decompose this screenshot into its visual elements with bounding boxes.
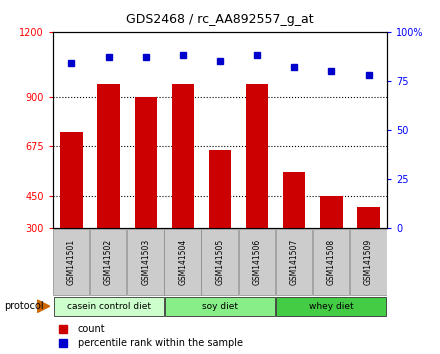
Text: percentile rank within the sample: percentile rank within the sample	[78, 338, 243, 348]
Text: soy diet: soy diet	[202, 302, 238, 311]
Text: GSM141505: GSM141505	[216, 239, 224, 285]
Text: GSM141502: GSM141502	[104, 239, 113, 285]
Bar	[283, 172, 305, 228]
Bar	[90, 229, 126, 295]
Bar	[313, 229, 349, 295]
Bar	[53, 229, 89, 295]
Bar	[357, 206, 380, 228]
Bar	[127, 229, 164, 295]
Text: protocol: protocol	[4, 301, 44, 311]
Bar	[350, 229, 386, 295]
Text: whey diet: whey diet	[309, 302, 354, 311]
Text: count: count	[78, 324, 106, 334]
Bar	[60, 132, 83, 228]
Bar	[135, 97, 157, 228]
Text: GSM141501: GSM141501	[67, 239, 76, 285]
Bar	[320, 195, 343, 228]
Bar	[97, 84, 120, 228]
Bar	[276, 229, 312, 295]
Text: GSM141506: GSM141506	[253, 239, 262, 285]
Text: GDS2468 / rc_AA892557_g_at: GDS2468 / rc_AA892557_g_at	[126, 13, 314, 26]
Bar	[246, 84, 268, 228]
Text: GSM141507: GSM141507	[290, 239, 299, 285]
Bar	[164, 229, 201, 295]
Bar	[165, 297, 275, 316]
Bar	[276, 297, 386, 316]
Bar	[54, 297, 164, 316]
Bar	[172, 84, 194, 228]
Polygon shape	[37, 300, 50, 313]
Text: GSM141503: GSM141503	[141, 239, 150, 285]
Text: GSM141508: GSM141508	[327, 239, 336, 285]
Bar	[202, 229, 238, 295]
Bar	[209, 150, 231, 228]
Bar	[238, 229, 275, 295]
Text: casein control diet: casein control diet	[66, 302, 150, 311]
Text: GSM141509: GSM141509	[364, 239, 373, 285]
Text: GSM141504: GSM141504	[178, 239, 187, 285]
